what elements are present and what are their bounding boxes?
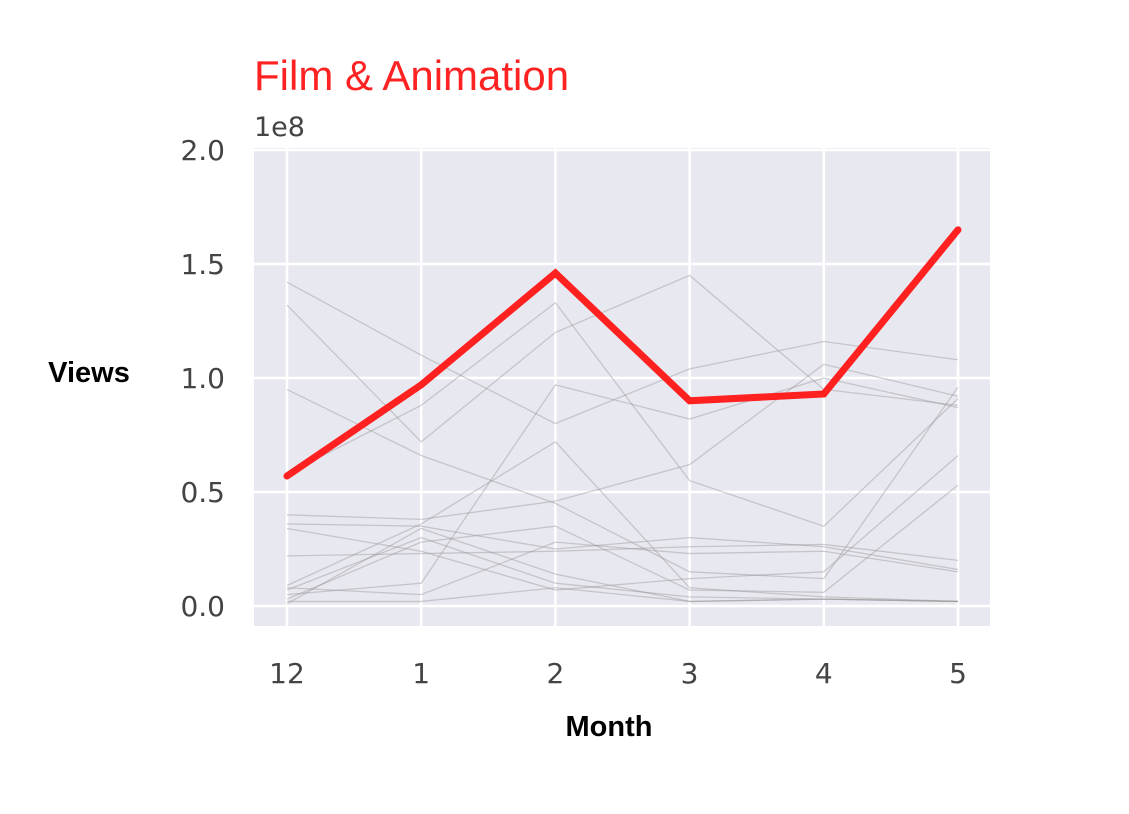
plot-background [254,148,990,626]
x-tick-label: 12 [269,657,305,690]
y-tick-label: 1.0 [180,362,225,395]
background-series-line [286,543,959,562]
y-tick-labels: 0.0 0.5 1.0 1.5 2.0 [180,134,225,623]
y-axis-label: Views [48,357,130,389]
x-tick-label: 5 [949,657,967,690]
background-series-line [286,281,959,425]
x-tick-label: 3 [681,657,699,690]
highlight-series [283,226,962,480]
background-series-line [286,541,959,596]
y-offset-label: 1e8 [254,112,305,143]
chart-title: Film & Animation [254,52,569,99]
background-series-line [286,441,959,603]
background-series-line [286,484,959,600]
x-axis-label: Month [566,711,653,743]
background-series-line [286,523,959,571]
background-series-line [286,386,959,580]
background-series-line [286,527,959,605]
background-series-line [287,587,959,603]
x-tick-labels: 12 1 2 3 4 5 [269,657,967,690]
y-tick-label: 1.5 [180,248,225,281]
x-tick-label: 4 [815,657,833,690]
background-series-line [286,536,959,603]
background-series-line [286,377,959,596]
highlight-series-line [283,226,962,480]
y-tick-label: 0.5 [180,476,225,509]
x-tick-label: 1 [412,657,430,690]
gridlines [254,148,990,626]
background-series-line [286,301,959,527]
background-series-lines [286,274,959,605]
x-tick-label: 2 [546,657,564,690]
y-tick-label: 0.0 [180,590,225,623]
background-series-line [286,274,959,443]
y-tick-label: 2.0 [180,134,225,167]
background-series-line [286,455,959,591]
